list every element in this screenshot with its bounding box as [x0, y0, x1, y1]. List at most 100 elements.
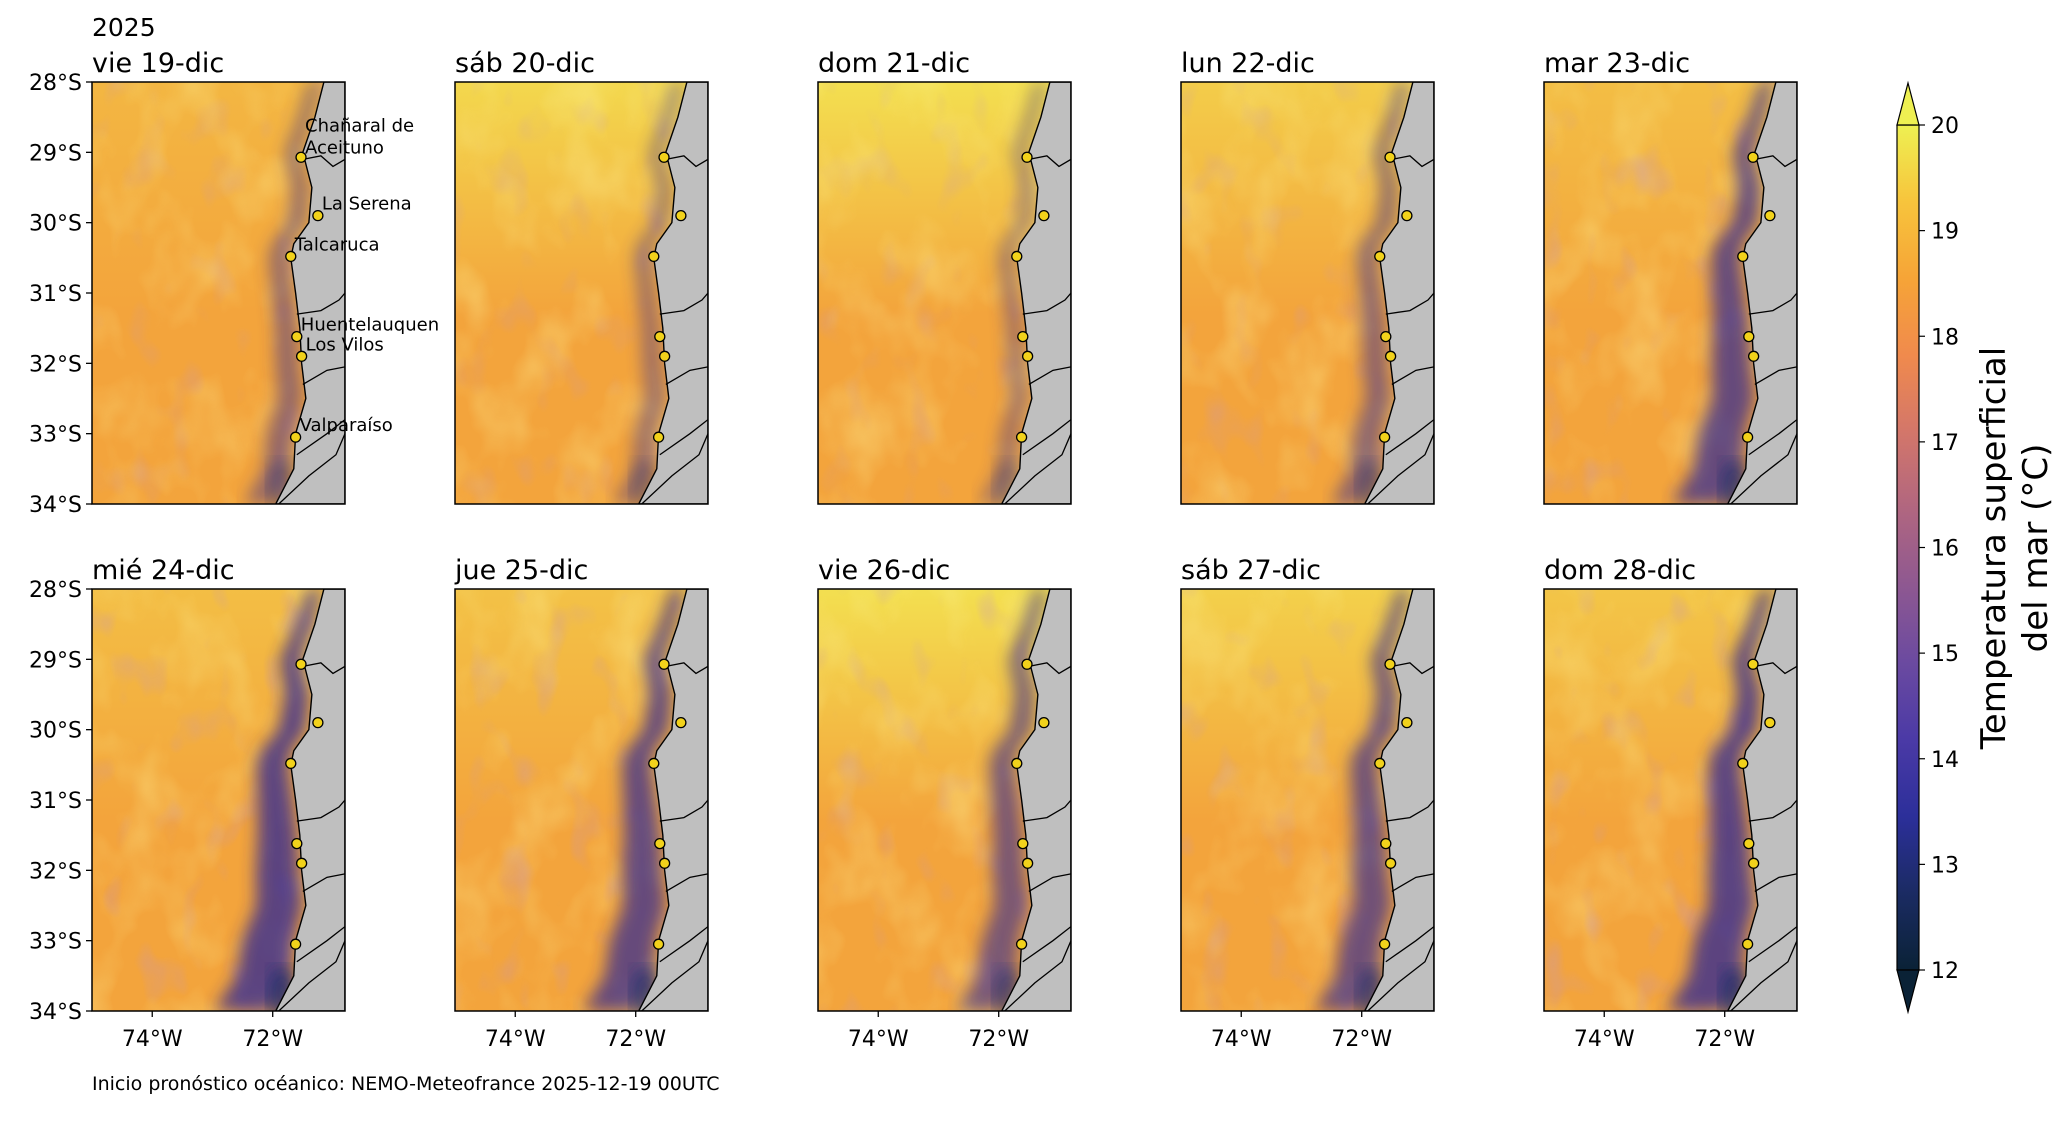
colorbar-tick-label: 20 [1931, 114, 1959, 139]
station-marker [1743, 330, 1755, 343]
region-border [659, 292, 708, 315]
station-label: Los Vilos [306, 334, 384, 355]
region-border [1748, 419, 1797, 456]
panel-title: dom 28-dic [1544, 555, 1696, 586]
map-panel: mié 24-dic 28°S 29°S 30°S 31°S 32°S 33°S 34°S 74… [29, 555, 346, 1052]
station-marker [1747, 350, 1760, 362]
station-marker [1741, 938, 1754, 950]
station-marker [1737, 250, 1749, 263]
lat-tick-label: 28°S [29, 578, 82, 603]
region-border [1367, 433, 1434, 504]
lat-tick-label: 33°S [29, 930, 82, 955]
region-border [278, 433, 345, 504]
station-label: Valparaíso [300, 415, 393, 436]
map-panel: lun 22-dic [1180, 48, 1435, 505]
region-border [302, 873, 345, 892]
station-marker [1017, 330, 1029, 343]
map-panel: vie 26-dic 74°W 72°W [817, 555, 1072, 1052]
station-marker [652, 938, 665, 950]
region-border [1730, 940, 1797, 1011]
region-border [1028, 873, 1071, 892]
panel-title: sáb 27-dic [1181, 555, 1321, 586]
region-border [1022, 926, 1071, 963]
land-coastline [1726, 82, 1797, 504]
colorbar-tick-label: 19 [1931, 220, 1959, 245]
station-marker [1764, 209, 1776, 222]
region-border [302, 155, 345, 168]
station-marker [1384, 857, 1397, 869]
station-label: La Serena [322, 194, 412, 215]
figure-year: 2025 [92, 13, 156, 42]
lon-tick-label: 74°W [1211, 1027, 1272, 1052]
land-coastline [274, 82, 345, 504]
station-marker [1015, 938, 1028, 950]
station-label: Chañaral de [305, 115, 414, 136]
region-border [1385, 799, 1434, 822]
land-coastline [274, 589, 345, 1011]
region-border [665, 662, 708, 675]
map-panel: sáb 20-dic [454, 48, 709, 505]
colorbar-tick-label: 12 [1931, 959, 1959, 984]
map-panel: dom 28-dic 74°W 72°W [1543, 555, 1798, 1052]
station-marker [675, 209, 687, 222]
lat-tick-label: 30°S [29, 212, 82, 237]
lon-tick-label: 72°W [968, 1027, 1029, 1052]
lat-tick-label: 34°S [29, 1000, 82, 1025]
station-marker [1747, 857, 1760, 869]
region-border [1004, 940, 1071, 1011]
region-border [659, 799, 708, 822]
station-marker [1017, 837, 1029, 850]
station-marker [1737, 757, 1749, 770]
station-marker [291, 837, 303, 850]
region-border [1748, 926, 1797, 963]
forecast-footer: Inicio pronóstico océanico: NEMO-Meteofr… [92, 1073, 720, 1095]
station-marker [295, 857, 308, 869]
region-border [1754, 366, 1797, 385]
panel-title: jue 25-dic [454, 555, 588, 586]
station-marker [289, 938, 302, 950]
station-marker [1384, 151, 1396, 163]
lat-tick-label: 32°S [29, 859, 82, 884]
region-border [1385, 292, 1434, 315]
colorbar: 12 13 14 15 16 17 18 19 20 Temperatura superficia… [1896, 80, 2055, 1015]
map-frame [1543, 588, 1798, 1012]
region-border [1391, 662, 1434, 675]
station-marker [648, 757, 660, 770]
colorbar-extend-min [1896, 969, 1920, 1015]
map-frame [817, 588, 1072, 1012]
map-panel: mar 23-dic [1543, 48, 1798, 505]
region-border [665, 155, 708, 168]
station-marker [648, 250, 660, 263]
lat-tick-label: 29°S [29, 141, 82, 166]
region-border [1367, 940, 1434, 1011]
region-border [278, 940, 345, 1011]
station-marker [1038, 209, 1050, 222]
region-border [1028, 366, 1071, 385]
map-frame [1543, 81, 1798, 505]
station-marker [1374, 250, 1386, 263]
region-border [1730, 433, 1797, 504]
station-marker [1401, 716, 1413, 729]
station-marker [295, 151, 307, 163]
region-border [1754, 873, 1797, 892]
station-marker [654, 837, 666, 850]
panel-title: vie 19-dic [92, 48, 224, 79]
lon-tick-label: 74°W [848, 1027, 909, 1052]
lon-tick-label: 72°W [1694, 1027, 1755, 1052]
station-marker [1038, 716, 1050, 729]
station-marker [1015, 431, 1028, 443]
station-marker [285, 757, 297, 770]
station-marker [289, 431, 302, 443]
panel-title: dom 21-dic [818, 48, 970, 79]
station-marker [658, 857, 671, 869]
colorbar-bar [1896, 124, 1920, 971]
region-border [1748, 292, 1797, 315]
colorbar-label: Temperatura superficialdel mar (°C) [1974, 347, 2055, 750]
region-border [659, 419, 708, 456]
station-marker [285, 250, 297, 263]
lon-tick-label: 74°W [122, 1027, 183, 1052]
region-border [1022, 799, 1071, 822]
region-border [296, 926, 345, 963]
station-marker [1747, 658, 1759, 670]
station-label: Talcaruca [294, 234, 380, 255]
